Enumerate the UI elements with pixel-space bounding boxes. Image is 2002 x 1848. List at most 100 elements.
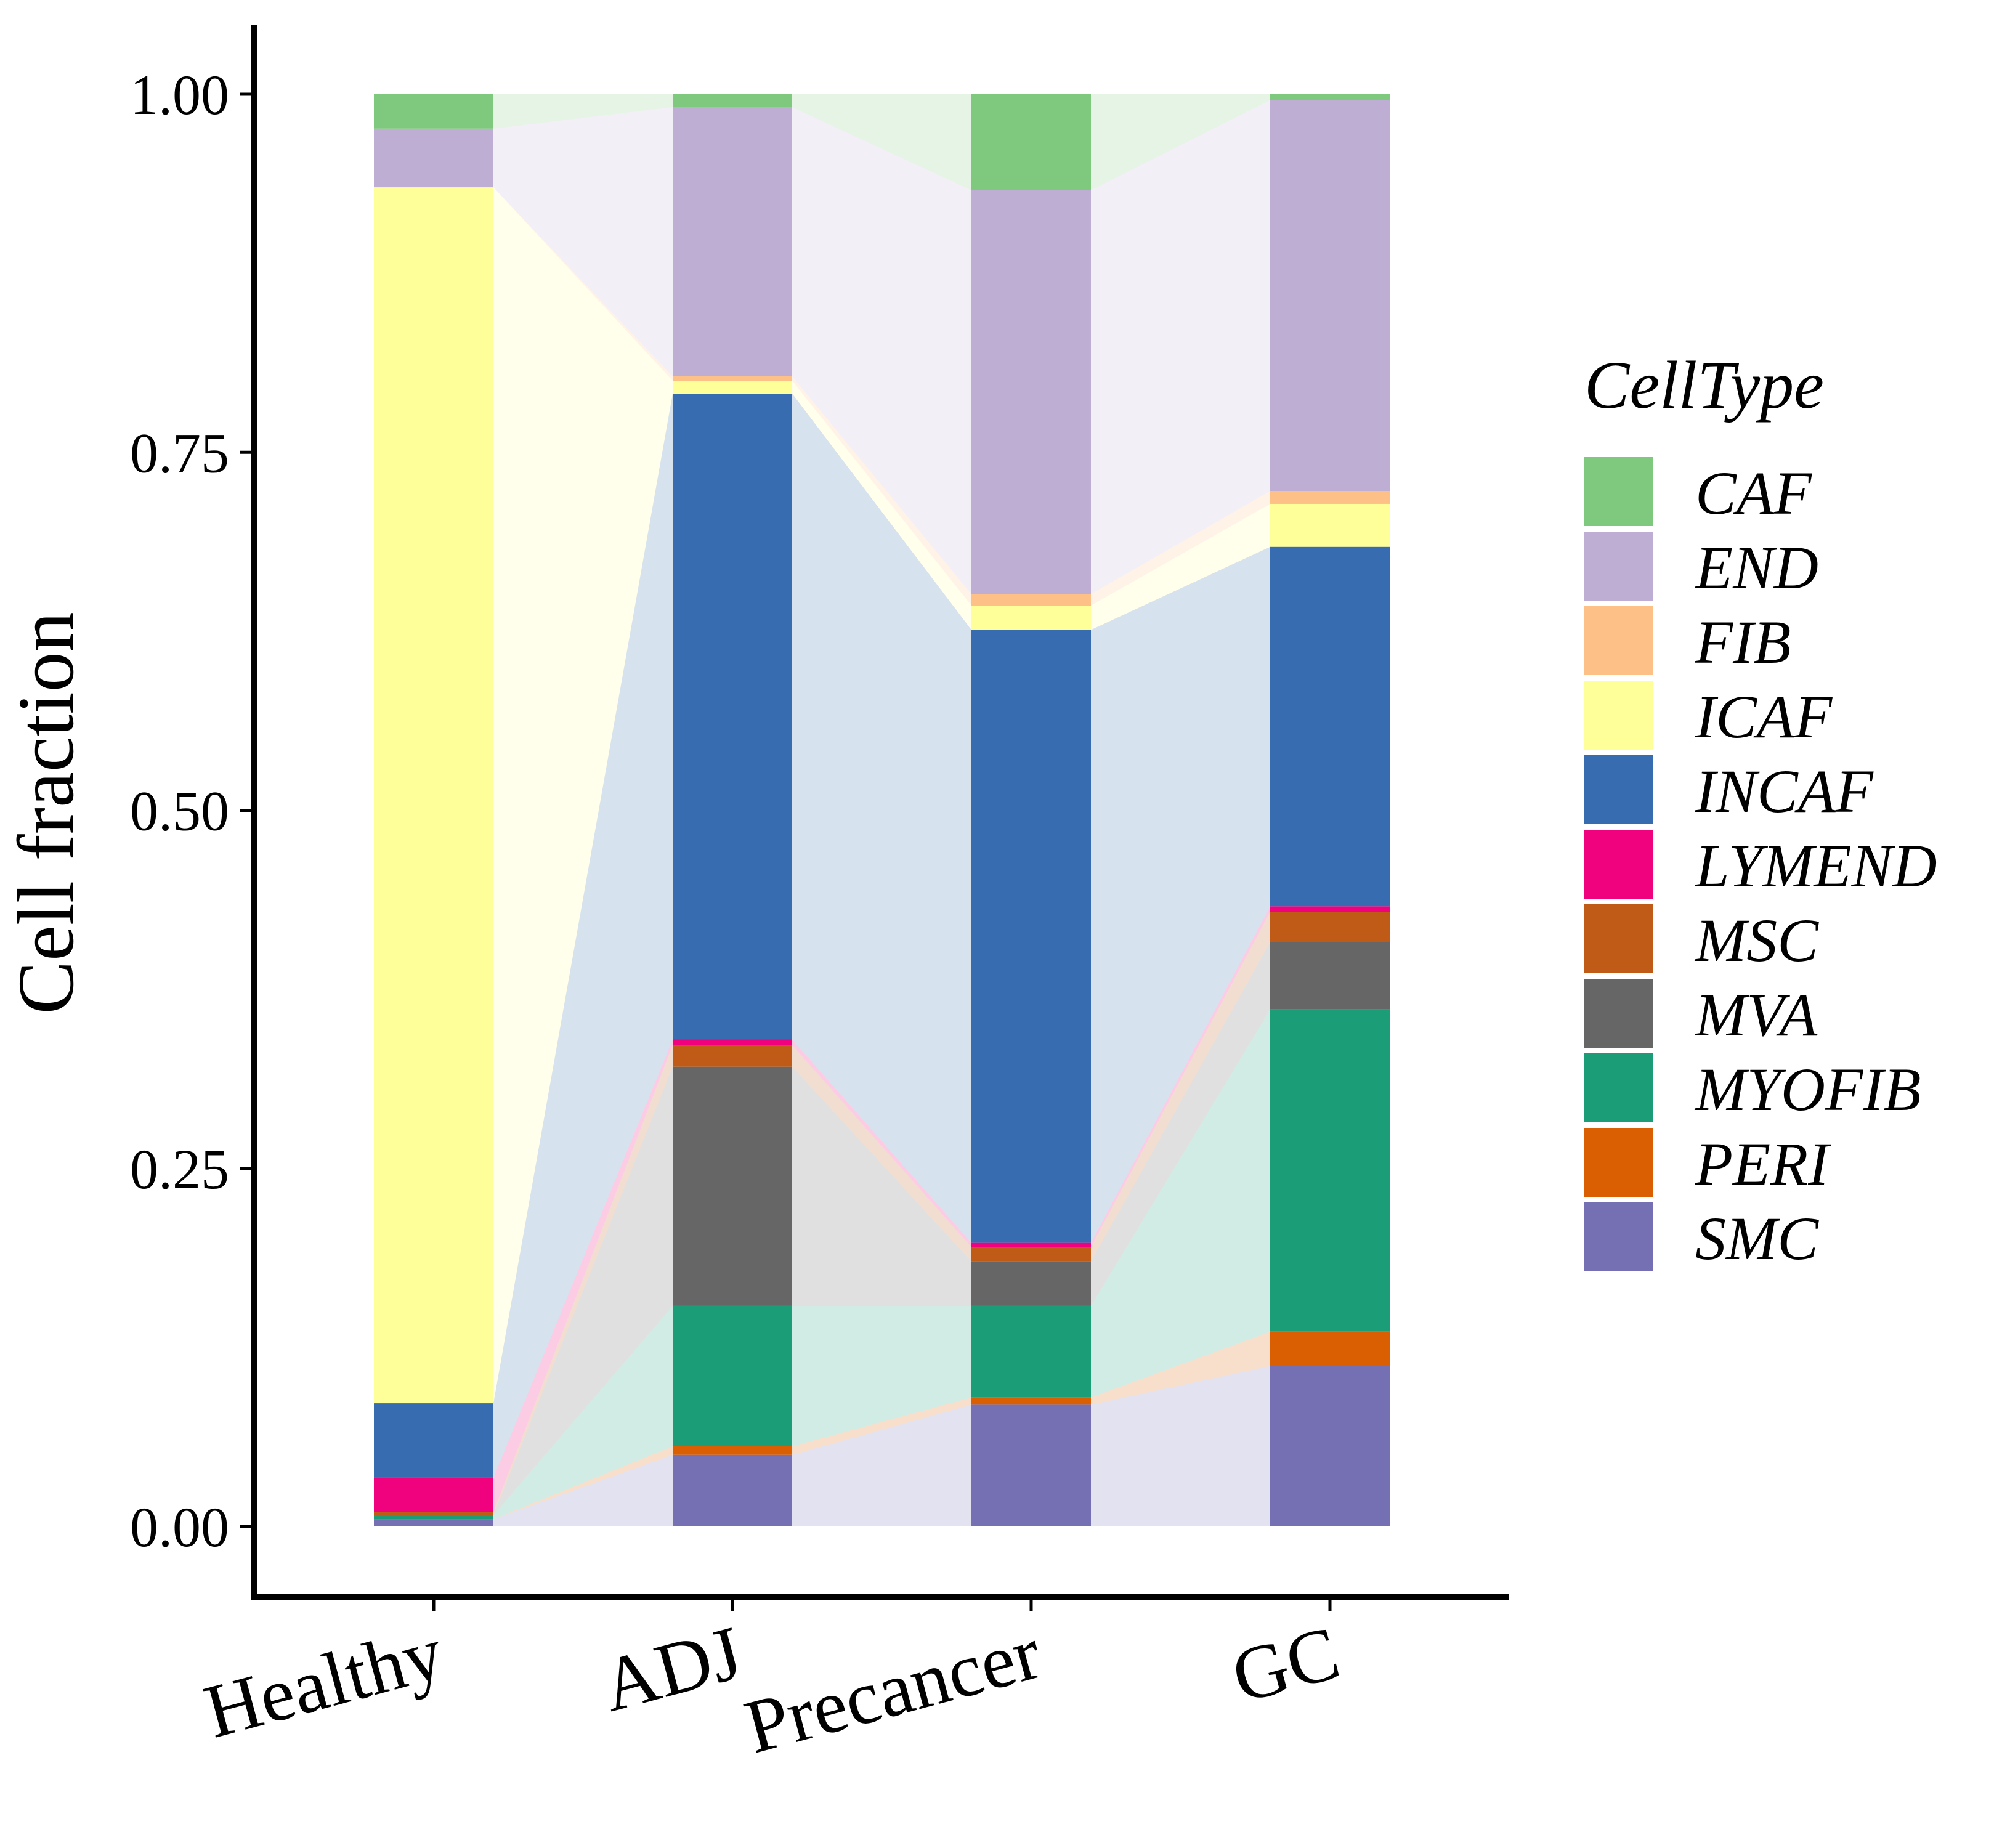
- flow-lymend-precancer-to-gc: [1091, 906, 1270, 1247]
- flow-mva-adj-to-precancer: [792, 1066, 971, 1306]
- bar-precancer-mva: [971, 1261, 1091, 1306]
- flow-mva-precancer-to-gc: [1091, 942, 1270, 1306]
- bar-adj-fib: [673, 376, 792, 381]
- legend-label-fib: FIB: [1695, 608, 1791, 676]
- flow-incaf-healthy-to-adj: [493, 393, 673, 1478]
- bar-precancer-incaf: [971, 630, 1091, 1243]
- bar-healthy-myofib: [374, 1515, 493, 1520]
- legend-label-end: END: [1694, 533, 1818, 602]
- bar-adj-myofib: [673, 1305, 792, 1446]
- bar-adj-msc: [673, 1045, 792, 1067]
- flow-msc-healthy-to-adj: [493, 1045, 673, 1515]
- bar-gc-end: [1270, 100, 1390, 492]
- flow-smc-precancer-to-gc: [1091, 1366, 1270, 1526]
- flow-lymend-healthy-to-adj: [493, 1039, 673, 1512]
- bar-precancer-lymend: [971, 1242, 1091, 1247]
- bar-healthy-msc: [374, 1512, 493, 1515]
- y-tick-label: 0.50: [130, 780, 229, 843]
- bar-healthy-caf: [374, 94, 493, 129]
- flow-myofib-precancer-to-gc: [1091, 1009, 1270, 1398]
- y-tick-label: 0.00: [130, 1496, 229, 1558]
- bar-precancer-smc: [971, 1404, 1091, 1526]
- bar-healthy-incaf: [374, 1403, 493, 1478]
- bar-gc-lymend: [1270, 906, 1390, 912]
- bar-precancer-caf: [971, 94, 1091, 190]
- bar-precancer-end: [971, 190, 1091, 594]
- legend-swatch-mva: [1584, 979, 1653, 1048]
- y-axis-label: Cell fraction: [2, 612, 91, 1014]
- flow-icaf-healthy-to-adj: [493, 187, 673, 1404]
- bar-healthy-lymend: [374, 1477, 493, 1512]
- bar-adj-icaf: [673, 381, 792, 394]
- legend-swatch-smc: [1584, 1202, 1653, 1271]
- bar-adj-peri: [673, 1446, 792, 1455]
- flow-caf-precancer-to-gc: [1091, 94, 1270, 190]
- flow-fib-precancer-to-gc: [1091, 491, 1270, 606]
- bar-gc-peri: [1270, 1331, 1390, 1366]
- x-tick-label-gc: GC: [1223, 1610, 1348, 1719]
- legend-swatch-lymend: [1584, 830, 1653, 899]
- y-ticks: 0.00 0.25 0.50 0.75 1.00: [130, 63, 251, 1558]
- legend-swatch-msc: [1584, 904, 1653, 973]
- bar-adj-smc: [673, 1454, 792, 1526]
- bar-adj-lymend: [673, 1039, 792, 1045]
- legend-swatch-peri: [1584, 1128, 1653, 1197]
- bar-healthy-icaf: [374, 187, 493, 1404]
- legend-title: CellType: [1584, 347, 1824, 423]
- flow-peri-adj-to-precancer: [792, 1397, 971, 1455]
- bar-gc-icaf: [1270, 503, 1390, 547]
- flow-smc-adj-to-precancer: [792, 1404, 971, 1526]
- bar-precancer-peri: [971, 1397, 1091, 1405]
- y-tick-label: 0.25: [130, 1138, 229, 1201]
- y-tick-label: 0.75: [130, 421, 229, 484]
- x-tick-label-healthy: Healthy: [196, 1610, 452, 1754]
- flow-lymend-adj-to-precancer: [792, 1039, 971, 1247]
- bar-adj-end: [673, 107, 792, 377]
- legend-label-peri: PERI: [1695, 1130, 1831, 1198]
- flow-end-precancer-to-gc: [1091, 100, 1270, 594]
- bar-gc-msc: [1270, 912, 1390, 942]
- bar-adj-caf: [673, 94, 792, 107]
- legend-label-lymend: LYMEND: [1694, 832, 1937, 900]
- bar-precancer-icaf: [971, 606, 1091, 630]
- legend-label-smc: SMC: [1695, 1204, 1819, 1273]
- bar-precancer-myofib: [971, 1305, 1091, 1398]
- legend-label-caf: CAF: [1695, 459, 1812, 527]
- bar-healthy-end: [374, 128, 493, 188]
- bar-healthy-smc: [374, 1519, 493, 1526]
- flow-caf-healthy-to-adj: [493, 94, 673, 129]
- flow-end-healthy-to-adj: [493, 107, 673, 377]
- legend-label-myofib: MYOFIB: [1694, 1055, 1921, 1124]
- flow-mva-healthy-to-adj: [493, 1066, 673, 1515]
- flow-incaf-precancer-to-gc: [1091, 546, 1270, 1243]
- legend-label-incaf: INCAF: [1695, 757, 1874, 825]
- legend-swatch-icaf: [1584, 681, 1653, 750]
- flow-peri-precancer-to-gc: [1091, 1331, 1270, 1405]
- flow-icaf-adj-to-precancer: [792, 381, 971, 630]
- flow-fib-adj-to-precancer: [792, 376, 971, 606]
- bar-precancer-fib: [971, 594, 1091, 606]
- legend-label-msc: MSC: [1694, 906, 1819, 975]
- bar-gc-mva: [1270, 942, 1390, 1010]
- flow-icaf-precancer-to-gc: [1091, 503, 1270, 630]
- bar-adj-mva: [673, 1066, 792, 1306]
- bar-gc-incaf: [1270, 546, 1390, 907]
- flow-end-adj-to-precancer: [792, 107, 971, 594]
- bar-gc-fib: [1270, 491, 1390, 504]
- flow-incaf-adj-to-precancer: [792, 393, 971, 1243]
- flow-msc-adj-to-precancer: [792, 1045, 971, 1262]
- legend-swatch-myofib: [1584, 1053, 1653, 1122]
- x-tick-label-precancer: Precancer: [736, 1610, 1049, 1770]
- bar-gc-myofib: [1270, 1009, 1390, 1332]
- legend-swatch-end: [1584, 532, 1653, 601]
- legend-label-icaf: ICAF: [1695, 683, 1833, 751]
- stacked-bars: [374, 94, 1390, 1526]
- flow-msc-precancer-to-gc: [1091, 912, 1270, 1262]
- flow-smc-healthy-to-adj: [493, 1454, 673, 1526]
- flow-caf-adj-to-precancer: [792, 94, 971, 190]
- flow-myofib-healthy-to-adj: [493, 1305, 673, 1520]
